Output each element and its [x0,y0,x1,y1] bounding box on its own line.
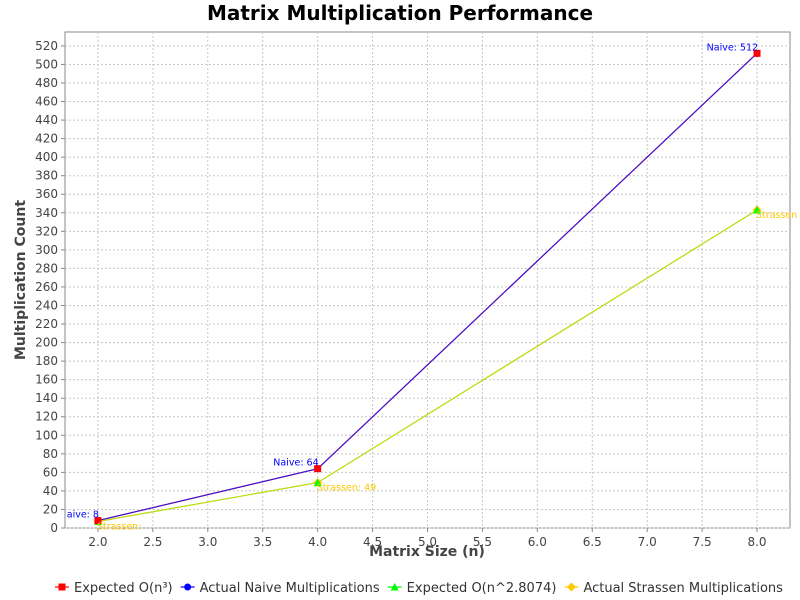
x-tick-label: 8.0 [747,535,766,549]
y-tick-label: 460 [35,95,58,109]
y-tick-label: 60 [43,465,58,479]
legend-marker-0 [58,583,66,591]
legend-marker-3 [566,582,576,592]
data-label: Naive: 64 [273,458,318,469]
chart-title: Matrix Multiplication Performance [207,1,593,25]
legend-marker-1 [184,583,192,591]
y-tick-label: 340 [35,206,58,220]
y-tick-label: 160 [35,373,58,387]
y-tick-label: 200 [35,336,58,350]
x-tick-label: 4.0 [308,535,327,549]
legend-label-1: Actual Naive Multiplications [200,581,380,596]
legend-marker-2 [390,583,399,591]
y-axis-label: Multiplication Count [13,200,29,360]
legend: Expected O(n³) Actual Naive Multiplicatio… [55,581,783,596]
data-label: Naive: 512 [707,42,758,53]
y-tick-label: 300 [35,243,58,257]
y-tick-label: 80 [43,447,58,461]
data-point-2 [753,206,762,214]
y-tick-label: 520 [35,39,58,53]
data-point-0 [314,465,322,473]
y-tick-label: 140 [35,391,58,405]
y-tick-label: 120 [35,410,58,424]
series-markers [93,49,762,527]
y-tick-label: 180 [35,354,58,368]
y-tick-label: 100 [35,428,58,442]
x-tick-label: 3.5 [253,535,272,549]
data-label: aive: 8 [67,510,99,521]
x-tick-label: 2.5 [143,535,162,549]
x-tick-label: 2.0 [88,535,107,549]
y-tick-label: 220 [35,317,58,331]
data-labels: aive: 8 Naive: 64 Naive: 512 Strassen: Stra… [67,42,798,532]
data-point-2 [313,478,322,487]
grid-lines [65,32,790,529]
x-tick-label: 7.0 [638,535,657,549]
x-tick-label: 6.0 [528,535,547,549]
x-tick-label: 6.5 [583,535,602,549]
y-tick-label: 440 [35,113,58,127]
legend-label-2: Expected O(n^2.8074) [407,581,557,596]
y-tick-label: 360 [35,187,58,201]
legend-label-0: Expected O(n³) [74,581,173,596]
legend-label-3: Actual Strassen Multiplications [583,581,783,596]
y-tick-label: 280 [35,261,58,275]
axes: 0 20 40 60 80 100 120 140 160 180 200 220 240 260 280 3… [35,39,766,549]
x-tick-label: 5.5 [473,535,492,549]
y-tick-label: 420 [35,132,58,146]
x-tick-label: 5.0 [418,535,437,549]
y-tick-label: 480 [35,76,58,90]
y-tick-label: 400 [35,150,58,164]
data-label: Strassen: 49 [317,483,377,494]
x-tick-label: 3.0 [198,535,217,549]
y-tick-label: 320 [35,224,58,238]
y-tick-label: 0 [50,521,58,535]
x-axis-label: Matrix Size (n) [369,544,485,560]
x-tick-label: 7.5 [693,535,712,549]
y-tick-label: 380 [35,169,58,183]
y-tick-label: 40 [43,484,58,498]
data-point-0 [753,49,761,57]
y-tick-label: 500 [35,57,58,71]
data-label: Strassen [756,210,797,221]
x-tick-label: 4.5 [363,535,382,549]
y-tick-label: 20 [43,502,58,516]
y-tick-label: 240 [35,298,58,312]
y-tick-label: 260 [35,280,58,294]
data-point-0 [94,517,102,525]
data-label: Strassen: [97,522,141,533]
